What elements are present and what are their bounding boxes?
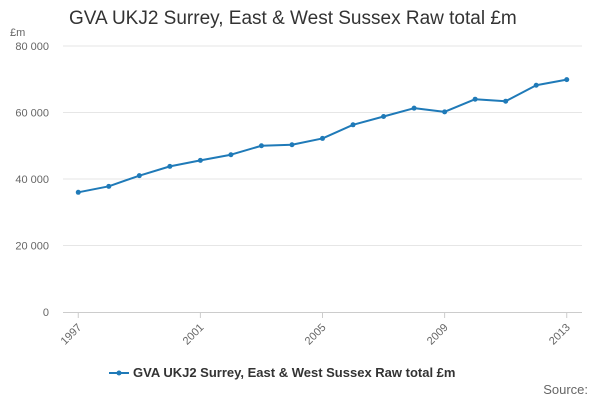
x-tick-label: 1997	[59, 322, 85, 348]
legend-point-marker	[116, 370, 122, 376]
data-point[interactable]	[533, 82, 539, 88]
data-point[interactable]	[167, 163, 173, 169]
data-point[interactable]	[75, 189, 81, 195]
chart-title: GVA UKJ2 Surrey, East & West Sussex Raw …	[69, 8, 517, 29]
data-point[interactable]	[197, 157, 203, 163]
y-tick-label: 20 000	[15, 241, 49, 253]
x-tick-label: 2013	[547, 322, 573, 348]
y-tick-label: 0	[43, 307, 49, 319]
gridlines	[63, 45, 582, 246]
data-point[interactable]	[106, 183, 112, 189]
y-tick-label: 40 000	[15, 174, 49, 186]
axes: £m 0 20 000 40 000 60 000 80 000 1997 2001 2005…	[10, 27, 582, 347]
legend[interactable]: GVA UKJ2 Surrey, East & West Sussex Raw …	[109, 365, 455, 380]
data-point[interactable]	[320, 135, 325, 141]
data-point[interactable]	[442, 109, 448, 115]
data-point[interactable]	[136, 173, 142, 179]
y-axis-unit-label: £m	[10, 27, 25, 39]
legend-label[interactable]: GVA UKJ2 Surrey, East & West Sussex Raw …	[133, 365, 455, 380]
data-point[interactable]	[503, 98, 509, 104]
data-point[interactable]	[228, 152, 234, 158]
data-point[interactable]	[289, 142, 295, 148]
y-tick-label: 60 000	[15, 108, 49, 120]
data-point[interactable]	[472, 96, 478, 102]
data-point[interactable]	[411, 105, 417, 111]
data-point[interactable]	[381, 113, 387, 119]
series-layer	[75, 77, 570, 195]
x-tick-label: 2005	[303, 322, 329, 348]
source-label: Source:	[543, 382, 588, 397]
data-point[interactable]	[258, 143, 264, 149]
x-tick-label: 2009	[425, 322, 451, 348]
data-point[interactable]	[564, 77, 570, 83]
y-tick-label: 80 000	[15, 41, 49, 53]
data-point[interactable]	[350, 122, 356, 128]
x-tick-label: 2001	[181, 322, 207, 348]
